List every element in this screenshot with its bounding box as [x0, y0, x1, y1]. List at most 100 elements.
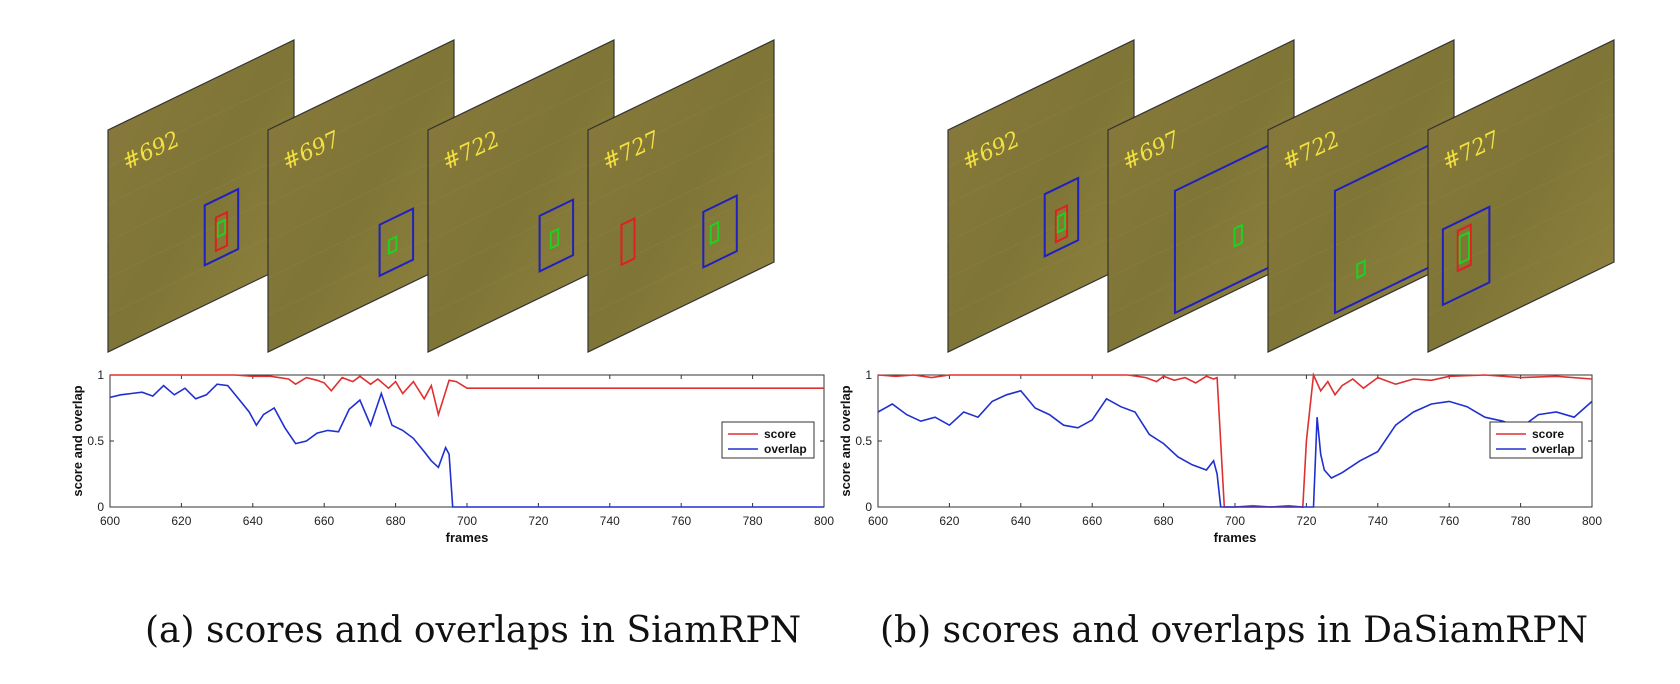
frame-image: [1427, 39, 1615, 353]
texture-line: [427, 224, 615, 316]
texture-line: [947, 187, 1135, 279]
x-tick-label: 760: [1439, 514, 1459, 528]
x-tick-label: 740: [600, 514, 620, 528]
x-tick-label: 800: [814, 514, 834, 528]
ground-truth-box: [1456, 223, 1472, 273]
texture-line: [267, 150, 455, 242]
texture-line: [427, 76, 615, 168]
frame-stack-dasiamrpn: #692 #697 #722 #727: [947, 39, 1615, 353]
ground-truth-box: [1054, 204, 1069, 244]
texture-line: [107, 113, 295, 205]
texture-line: [427, 113, 615, 205]
plot-area: [109, 374, 825, 508]
predicted-box: [1056, 211, 1067, 234]
y-tick-label: 0: [97, 500, 104, 514]
texture-line: [1267, 224, 1455, 316]
texture-line: [587, 76, 775, 168]
x-tick-label: 680: [1154, 514, 1174, 528]
video-frame: #722: [427, 39, 615, 353]
predicted-box: [1356, 259, 1366, 280]
series-line-score: [110, 374, 824, 418]
x-tick-label: 720: [1296, 514, 1316, 528]
series-line-overlap: [109, 383, 824, 508]
search-region-box: [538, 198, 575, 273]
texture-line: [1427, 76, 1615, 168]
legend-label-overlap: overlap: [764, 442, 807, 456]
frame-image: [587, 39, 775, 353]
predicted-box: [1458, 230, 1470, 266]
x-tick-label: 660: [1082, 514, 1102, 528]
x-tick-label: 740: [1368, 514, 1388, 528]
search-region-box: [702, 194, 738, 269]
y-axis-label: score and overlap: [840, 385, 853, 496]
legend-box: [1489, 421, 1583, 459]
y-tick-label: 0.5: [87, 434, 104, 448]
y-tick-label: 1: [865, 370, 872, 382]
x-axis-label: frames: [1214, 530, 1257, 545]
x-tick-label: 600: [100, 514, 120, 528]
x-axis-label: frames: [446, 530, 489, 545]
predicted-box: [709, 220, 720, 246]
legend-box: [721, 421, 815, 459]
y-tick-label: 0.5: [855, 434, 872, 448]
texture-line: [267, 187, 455, 279]
video-frame: #727: [1427, 39, 1615, 353]
texture-line: [427, 150, 615, 242]
search-region-box: [203, 187, 240, 267]
texture-line: [947, 113, 1135, 205]
video-frame: #722: [1267, 39, 1455, 353]
texture-line: [1427, 150, 1615, 242]
texture-line: [1267, 150, 1455, 242]
texture-line: [1107, 150, 1295, 242]
x-tick-label: 700: [1225, 514, 1245, 528]
ground-truth-box: [214, 210, 229, 253]
texture-line: [1107, 187, 1295, 279]
x-tick-label: 780: [743, 514, 763, 528]
x-tick-label: 620: [939, 514, 959, 528]
predicted-box: [216, 218, 227, 239]
texture-line: [587, 113, 775, 205]
chart-siamrpn: 600 620 640 660 680 700 720 740 760 780 800 0 0.5 1 fr…: [70, 370, 834, 545]
y-tick-label: 0: [865, 500, 872, 514]
texture-line: [107, 224, 295, 316]
video-frame: #692: [107, 39, 295, 353]
x-tick-label: 600: [868, 514, 888, 528]
x-tick-label: 780: [1511, 514, 1531, 528]
texture-line: [267, 76, 455, 168]
x-tick-label: 760: [671, 514, 691, 528]
predicted-box: [387, 235, 398, 256]
legend-label-score: score: [764, 427, 796, 441]
series-line-overlap: [877, 389, 1593, 508]
texture-line: [587, 187, 775, 279]
video-frame: #727: [587, 39, 775, 353]
texture-line: [107, 76, 295, 168]
x-tick-label: 620: [171, 514, 191, 528]
x-tick-label: 720: [528, 514, 548, 528]
search-region-box: [1043, 176, 1080, 258]
x-tick-label: 700: [457, 514, 477, 528]
texture-line: [947, 224, 1135, 316]
frame-stack-siamrpn: #692 #697 #722 #727: [107, 39, 775, 353]
panel-dasiamrpn: #692 #697 #722 #727 600 620 640 660 680 700 720 74…: [840, 0, 1680, 684]
texture-line: [107, 150, 295, 242]
legend-label-overlap: overlap: [1532, 442, 1575, 456]
video-frame: #697: [267, 39, 455, 353]
texture-line: [947, 76, 1135, 168]
plot-area: [877, 374, 1593, 508]
video-frame: #692: [947, 39, 1135, 353]
texture-line: [427, 187, 615, 279]
texture-line: [267, 224, 455, 316]
x-tick-label: 800: [1582, 514, 1602, 528]
texture-line: [107, 187, 295, 279]
texture-line: [1427, 224, 1615, 316]
texture-line: [947, 150, 1135, 242]
caption-dasiamrpn: (b) scores and overlaps in DaSiamRPN: [880, 610, 1588, 651]
texture-line: [1267, 187, 1455, 279]
panel-siamrpn: #692 #697 #722 #727 600 620 640 660 680 700 720 74…: [70, 39, 834, 651]
predicted-box: [549, 227, 560, 250]
texture-line: [587, 224, 775, 316]
x-tick-label: 640: [1011, 514, 1031, 528]
search-region-box: [378, 206, 415, 278]
texture-line: [587, 150, 775, 242]
predicted-box: [1233, 223, 1243, 248]
